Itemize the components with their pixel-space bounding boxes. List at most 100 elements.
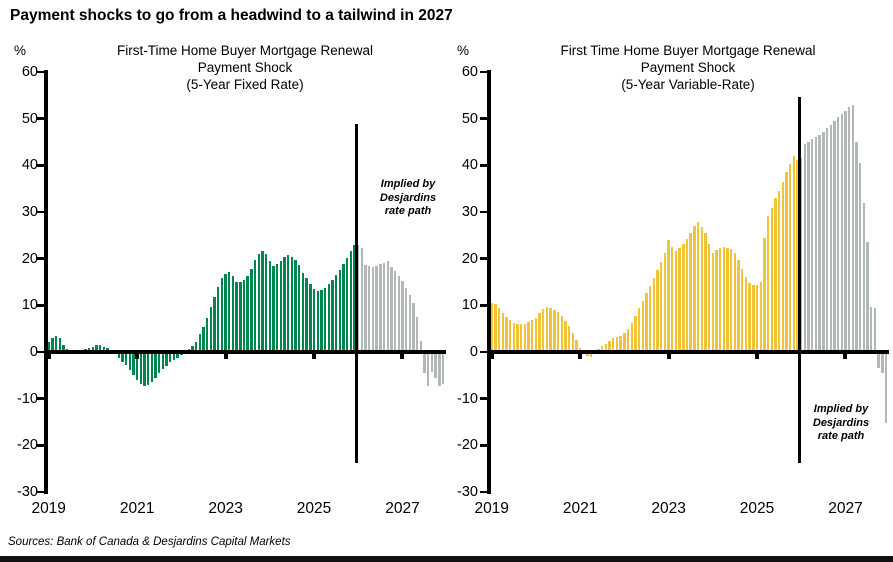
bar xyxy=(169,352,172,363)
bar xyxy=(619,336,622,352)
bar xyxy=(441,352,445,384)
bar xyxy=(549,307,552,352)
bar xyxy=(534,317,538,352)
bar xyxy=(423,352,426,373)
bar xyxy=(294,260,297,352)
x-axis-tick xyxy=(755,354,760,359)
bar xyxy=(172,352,176,360)
bar xyxy=(401,281,404,352)
forecast-annotation-line-0: Implied by xyxy=(813,403,869,415)
x-axis-tick xyxy=(400,354,405,359)
bar xyxy=(870,306,873,352)
bar xyxy=(505,316,508,352)
chart-title-line-1: Payment Shock xyxy=(640,60,736,75)
bar xyxy=(796,159,799,352)
bar xyxy=(711,252,714,352)
y-axis-tick xyxy=(480,490,488,494)
bar xyxy=(253,259,257,352)
bar xyxy=(161,352,165,370)
bar xyxy=(228,272,231,352)
bar xyxy=(198,334,201,352)
bar xyxy=(523,323,527,352)
y-axis-tick-label: -10 xyxy=(17,390,38,407)
bar xyxy=(283,257,286,352)
y-axis-tick-label: 0 xyxy=(29,344,38,360)
bar xyxy=(656,270,659,352)
bar xyxy=(531,320,534,352)
bar xyxy=(146,352,150,385)
y-axis-unit-label: % xyxy=(457,43,470,58)
bar xyxy=(884,352,888,424)
bar xyxy=(685,238,689,352)
bar xyxy=(788,163,792,352)
y-axis-tick xyxy=(480,304,488,307)
bar xyxy=(242,280,246,352)
chart-title-line-2: (5-Year Variable-Rate) xyxy=(621,77,755,92)
bar xyxy=(404,287,408,352)
bar xyxy=(508,320,512,352)
x-axis-tick xyxy=(223,354,228,359)
bar xyxy=(135,352,139,380)
y-axis-tick xyxy=(37,70,45,74)
bar xyxy=(379,264,382,352)
bar xyxy=(62,345,65,352)
bar xyxy=(397,275,400,352)
bar xyxy=(689,232,692,352)
bar xyxy=(217,287,220,352)
bar xyxy=(586,352,589,357)
bar xyxy=(612,338,615,352)
bar xyxy=(279,260,283,352)
bar xyxy=(202,327,205,352)
bar xyxy=(637,308,641,352)
y-axis-tick-label: 30 xyxy=(461,203,478,220)
bar xyxy=(176,352,179,358)
bar xyxy=(626,328,630,352)
bar xyxy=(663,253,667,352)
bar xyxy=(556,312,560,352)
bar xyxy=(792,156,796,352)
forecast-annotation: Implied by Desjardins rate path xyxy=(380,178,436,219)
y-axis-tick-label: 20 xyxy=(461,250,478,267)
bar xyxy=(47,341,50,352)
y-axis-tick xyxy=(480,397,488,400)
bar xyxy=(353,244,356,352)
bar xyxy=(652,278,656,352)
bar xyxy=(553,309,556,352)
bar xyxy=(272,266,275,352)
bar xyxy=(191,345,194,352)
bar xyxy=(334,275,338,352)
y-axis-tick-label: 20 xyxy=(21,250,38,267)
x-axis-tick-label: 2027 xyxy=(385,500,420,517)
bar xyxy=(807,141,810,352)
bar xyxy=(730,249,733,352)
bar xyxy=(707,243,711,352)
bar xyxy=(305,278,308,352)
bar xyxy=(390,266,393,352)
y-axis-tick xyxy=(480,117,488,120)
y-axis-tick xyxy=(480,444,488,447)
y-axis-unit-label: % xyxy=(14,43,27,58)
bar xyxy=(833,120,836,352)
bar xyxy=(128,352,131,370)
bar xyxy=(781,181,784,352)
x-axis-tick-label: 2025 xyxy=(739,500,775,517)
bar xyxy=(693,225,696,352)
source-note: Sources: Bank of Canada & Desjardins Cap… xyxy=(8,536,291,548)
bar xyxy=(268,260,271,352)
bar xyxy=(623,333,626,352)
bar xyxy=(601,346,604,352)
bar xyxy=(213,296,216,352)
chart-title-line-0: First-Time Home Buyer Mortgage Renewal xyxy=(116,43,374,58)
bar xyxy=(844,110,847,352)
bar xyxy=(298,265,301,352)
bar xyxy=(375,265,378,352)
y-axis-tick-label: 10 xyxy=(21,297,38,314)
bar xyxy=(615,337,619,352)
bar xyxy=(759,282,762,352)
bar xyxy=(323,287,327,352)
bar xyxy=(527,322,530,352)
bar xyxy=(194,342,198,352)
bar xyxy=(645,293,648,352)
bar xyxy=(246,275,249,352)
bar xyxy=(434,352,437,379)
